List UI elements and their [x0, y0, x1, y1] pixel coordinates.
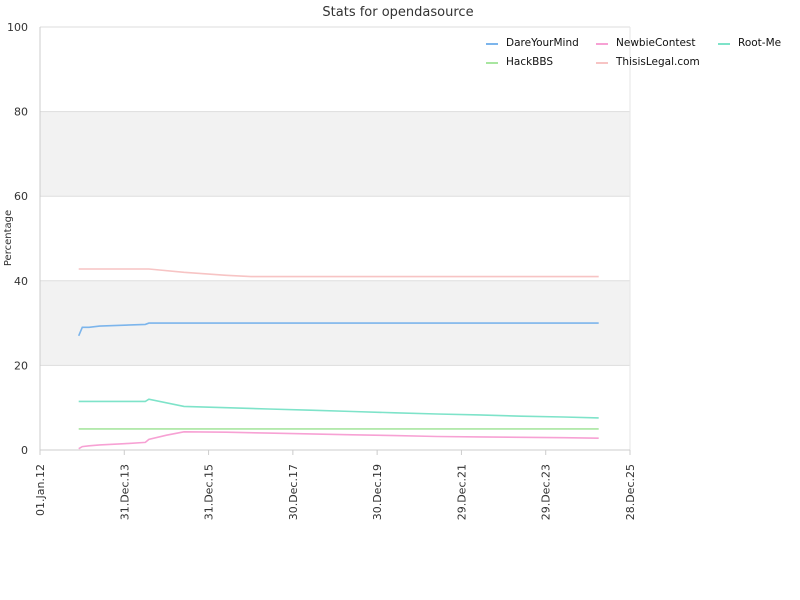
legend-label-root-me: Root-Me — [738, 37, 781, 49]
y-tick-label: 100 — [7, 21, 28, 34]
background-bands — [40, 111, 630, 366]
legend-label-dareyourmind: DareYourMind — [506, 37, 579, 49]
legend-label-hackbbs: HackBBS — [506, 56, 553, 68]
y-tick-labels: 0 20 40 60 80 100 — [7, 21, 28, 457]
y-tick-label: 0 — [21, 444, 28, 457]
axes — [39, 27, 631, 451]
x-tick-label: 01.Jan.12 — [34, 464, 47, 516]
x-tick-label: 29.Dec.23 — [540, 464, 553, 520]
legend-label-newbiecontest: NewbieContest — [616, 37, 696, 49]
grid-lines — [40, 26, 630, 451]
x-tick-label: 28.Dec.25 — [624, 464, 637, 520]
x-tick-label: 31.Dec.15 — [203, 464, 216, 520]
y-tick-label: 40 — [14, 275, 28, 288]
x-tick-labels: 01.Jan.12 31.Dec.13 31.Dec.15 30.Dec.17 30.D… — [34, 450, 637, 520]
x-tick-label: 29.Dec.21 — [455, 464, 468, 520]
series-line-root-me — [78, 398, 599, 419]
y-tick-label: 20 — [14, 359, 28, 372]
series-line-dareyourmind — [77, 322, 599, 337]
legend-label-thisislegal-com: ThisisLegal.com — [615, 56, 700, 68]
series-lines — [77, 268, 599, 450]
series-line-thisislegal-com — [78, 268, 599, 278]
series-line-newbiecontest — [78, 430, 599, 450]
y-tick-label: 60 — [14, 190, 28, 203]
x-tick-label: 31.Dec.13 — [118, 464, 131, 520]
x-tick-label: 30.Dec.17 — [287, 464, 300, 520]
x-tick-label: 30.Dec.19 — [371, 464, 384, 520]
chart-title: Stats for opendasource — [322, 5, 473, 20]
legend: DareYourMind NewbieContest Root-Me HackBBS T… — [486, 37, 781, 68]
background-band — [40, 111, 630, 197]
y-axis-label: Percentage — [3, 210, 14, 266]
y-tick-label: 80 — [14, 106, 28, 119]
